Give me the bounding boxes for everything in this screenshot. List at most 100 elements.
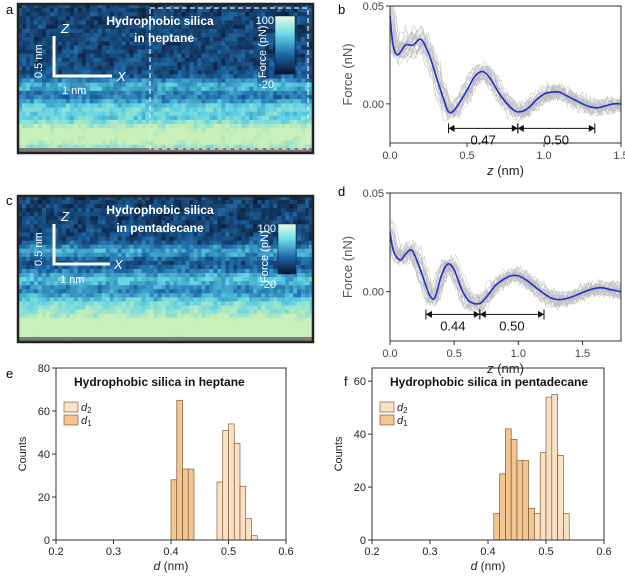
heatmap-cell (289, 220, 294, 225)
heatmap-cell (233, 95, 238, 100)
heatmap-cell (81, 252, 87, 258)
heatmap-cell (101, 24, 107, 30)
heatmap-cell (253, 220, 258, 225)
heatmap-cell (169, 8, 174, 13)
heatmap-cell (137, 220, 142, 225)
heatmap-cell (237, 74, 242, 79)
heatmap-cell (265, 305, 270, 310)
heatmap-cell (241, 297, 246, 302)
heatmap-cell (169, 41, 174, 46)
heatmap-cell (221, 115, 226, 121)
heatmap-cell (233, 264, 238, 270)
heatmap-cell (85, 277, 91, 282)
heatmap-cell (245, 57, 250, 63)
heatmap-cell (125, 220, 131, 225)
heatmap-cell (141, 115, 146, 121)
heatmap-cell (77, 99, 83, 104)
heatmap-cell (293, 95, 298, 100)
heatmap-cell (273, 301, 278, 306)
heatmap-cell (129, 8, 135, 13)
heatmap-cell (133, 20, 138, 26)
heatmap-cell (153, 103, 158, 108)
heatmap-cell (309, 264, 314, 270)
heatmap-cell (61, 285, 67, 290)
heatmap-cell (85, 66, 91, 71)
heatmap-cell (253, 132, 258, 137)
heatmap-cell (61, 115, 67, 121)
heatmap-cell (213, 260, 218, 266)
heatmap-cell (21, 256, 27, 262)
heatmap-cell (221, 232, 226, 237)
heatmap-cell (297, 99, 302, 104)
heatmap-cell (293, 144, 298, 150)
heatmap-cell (249, 256, 254, 262)
heatmap-cell (173, 248, 178, 254)
heatmap-cell (225, 45, 230, 50)
heatmap-cell (65, 90, 71, 96)
heatmap-cell (157, 264, 162, 270)
heatmap-cell (185, 57, 190, 63)
heatmap-cell (109, 99, 115, 104)
heatmap-cell (269, 111, 274, 117)
heatmap-cell (269, 305, 274, 310)
heatmap-cell (33, 244, 39, 250)
heatmap-cell (101, 301, 107, 306)
heatmap-cell (173, 297, 178, 302)
heatmap-cell (221, 200, 226, 205)
heatmap-cell (261, 248, 266, 254)
heatmap-cell (93, 216, 99, 221)
heatmap-cell (205, 41, 210, 46)
heatmap-cell (233, 66, 238, 71)
heatmap-cell (161, 269, 166, 274)
heatmap-cell (18, 228, 23, 233)
heatmap-cell (185, 28, 190, 34)
heatmap-cell (45, 297, 51, 302)
heatmap-cell (61, 128, 67, 133)
heatmap-cell (93, 200, 99, 205)
heatmap-cell (301, 297, 306, 302)
heatmap-cell (293, 220, 298, 225)
heatmap-cell (273, 293, 278, 298)
heatmap-cell (153, 20, 158, 26)
heatmap-cell (217, 216, 222, 221)
heatmap-cell (213, 216, 218, 221)
heatmap-cell (77, 95, 83, 100)
heatmap-cell (269, 232, 274, 237)
heatmap-cell (89, 12, 95, 17)
heatmap-cell (45, 136, 51, 141)
heatmap-cell (309, 74, 314, 79)
heatmap-cell (73, 119, 79, 125)
heatmap-cell (85, 289, 91, 294)
heatmap-cell (57, 216, 63, 221)
heatmap-cell (57, 224, 63, 229)
heatmap-cell (105, 132, 111, 137)
heatmap-cell (93, 301, 99, 306)
heatmap-cell (33, 20, 39, 26)
heatmap-cell (297, 66, 302, 71)
heatmap-cell (269, 297, 274, 302)
heatmap-cell (269, 200, 274, 205)
heatmap-cell (141, 256, 146, 262)
heatmap-cell (209, 95, 214, 100)
heatmap-cell (113, 228, 119, 233)
heatmap-cell (193, 220, 198, 225)
heatmap-cell (85, 224, 91, 229)
heatmap-cell (249, 260, 254, 266)
heatmap-cell (169, 196, 174, 201)
heatmap-cell (125, 8, 131, 13)
heatmap-cell (33, 216, 39, 221)
heatmap-cell (177, 224, 182, 229)
heatmap-cell (137, 140, 142, 146)
heatmap-cell (125, 45, 131, 50)
heatmap-cell (125, 232, 131, 237)
heatmap-cell (157, 200, 162, 205)
heatmap-cell (269, 136, 274, 141)
heatmap-cell (149, 107, 154, 113)
heatmap-cell (301, 103, 306, 108)
heatmap-cell (229, 216, 234, 221)
heatmap-cell (61, 41, 67, 46)
heatmap-cell (213, 107, 218, 113)
heatmap-cell (129, 16, 135, 21)
heatmap-cell (45, 252, 51, 258)
heatmap-cell (69, 297, 75, 302)
